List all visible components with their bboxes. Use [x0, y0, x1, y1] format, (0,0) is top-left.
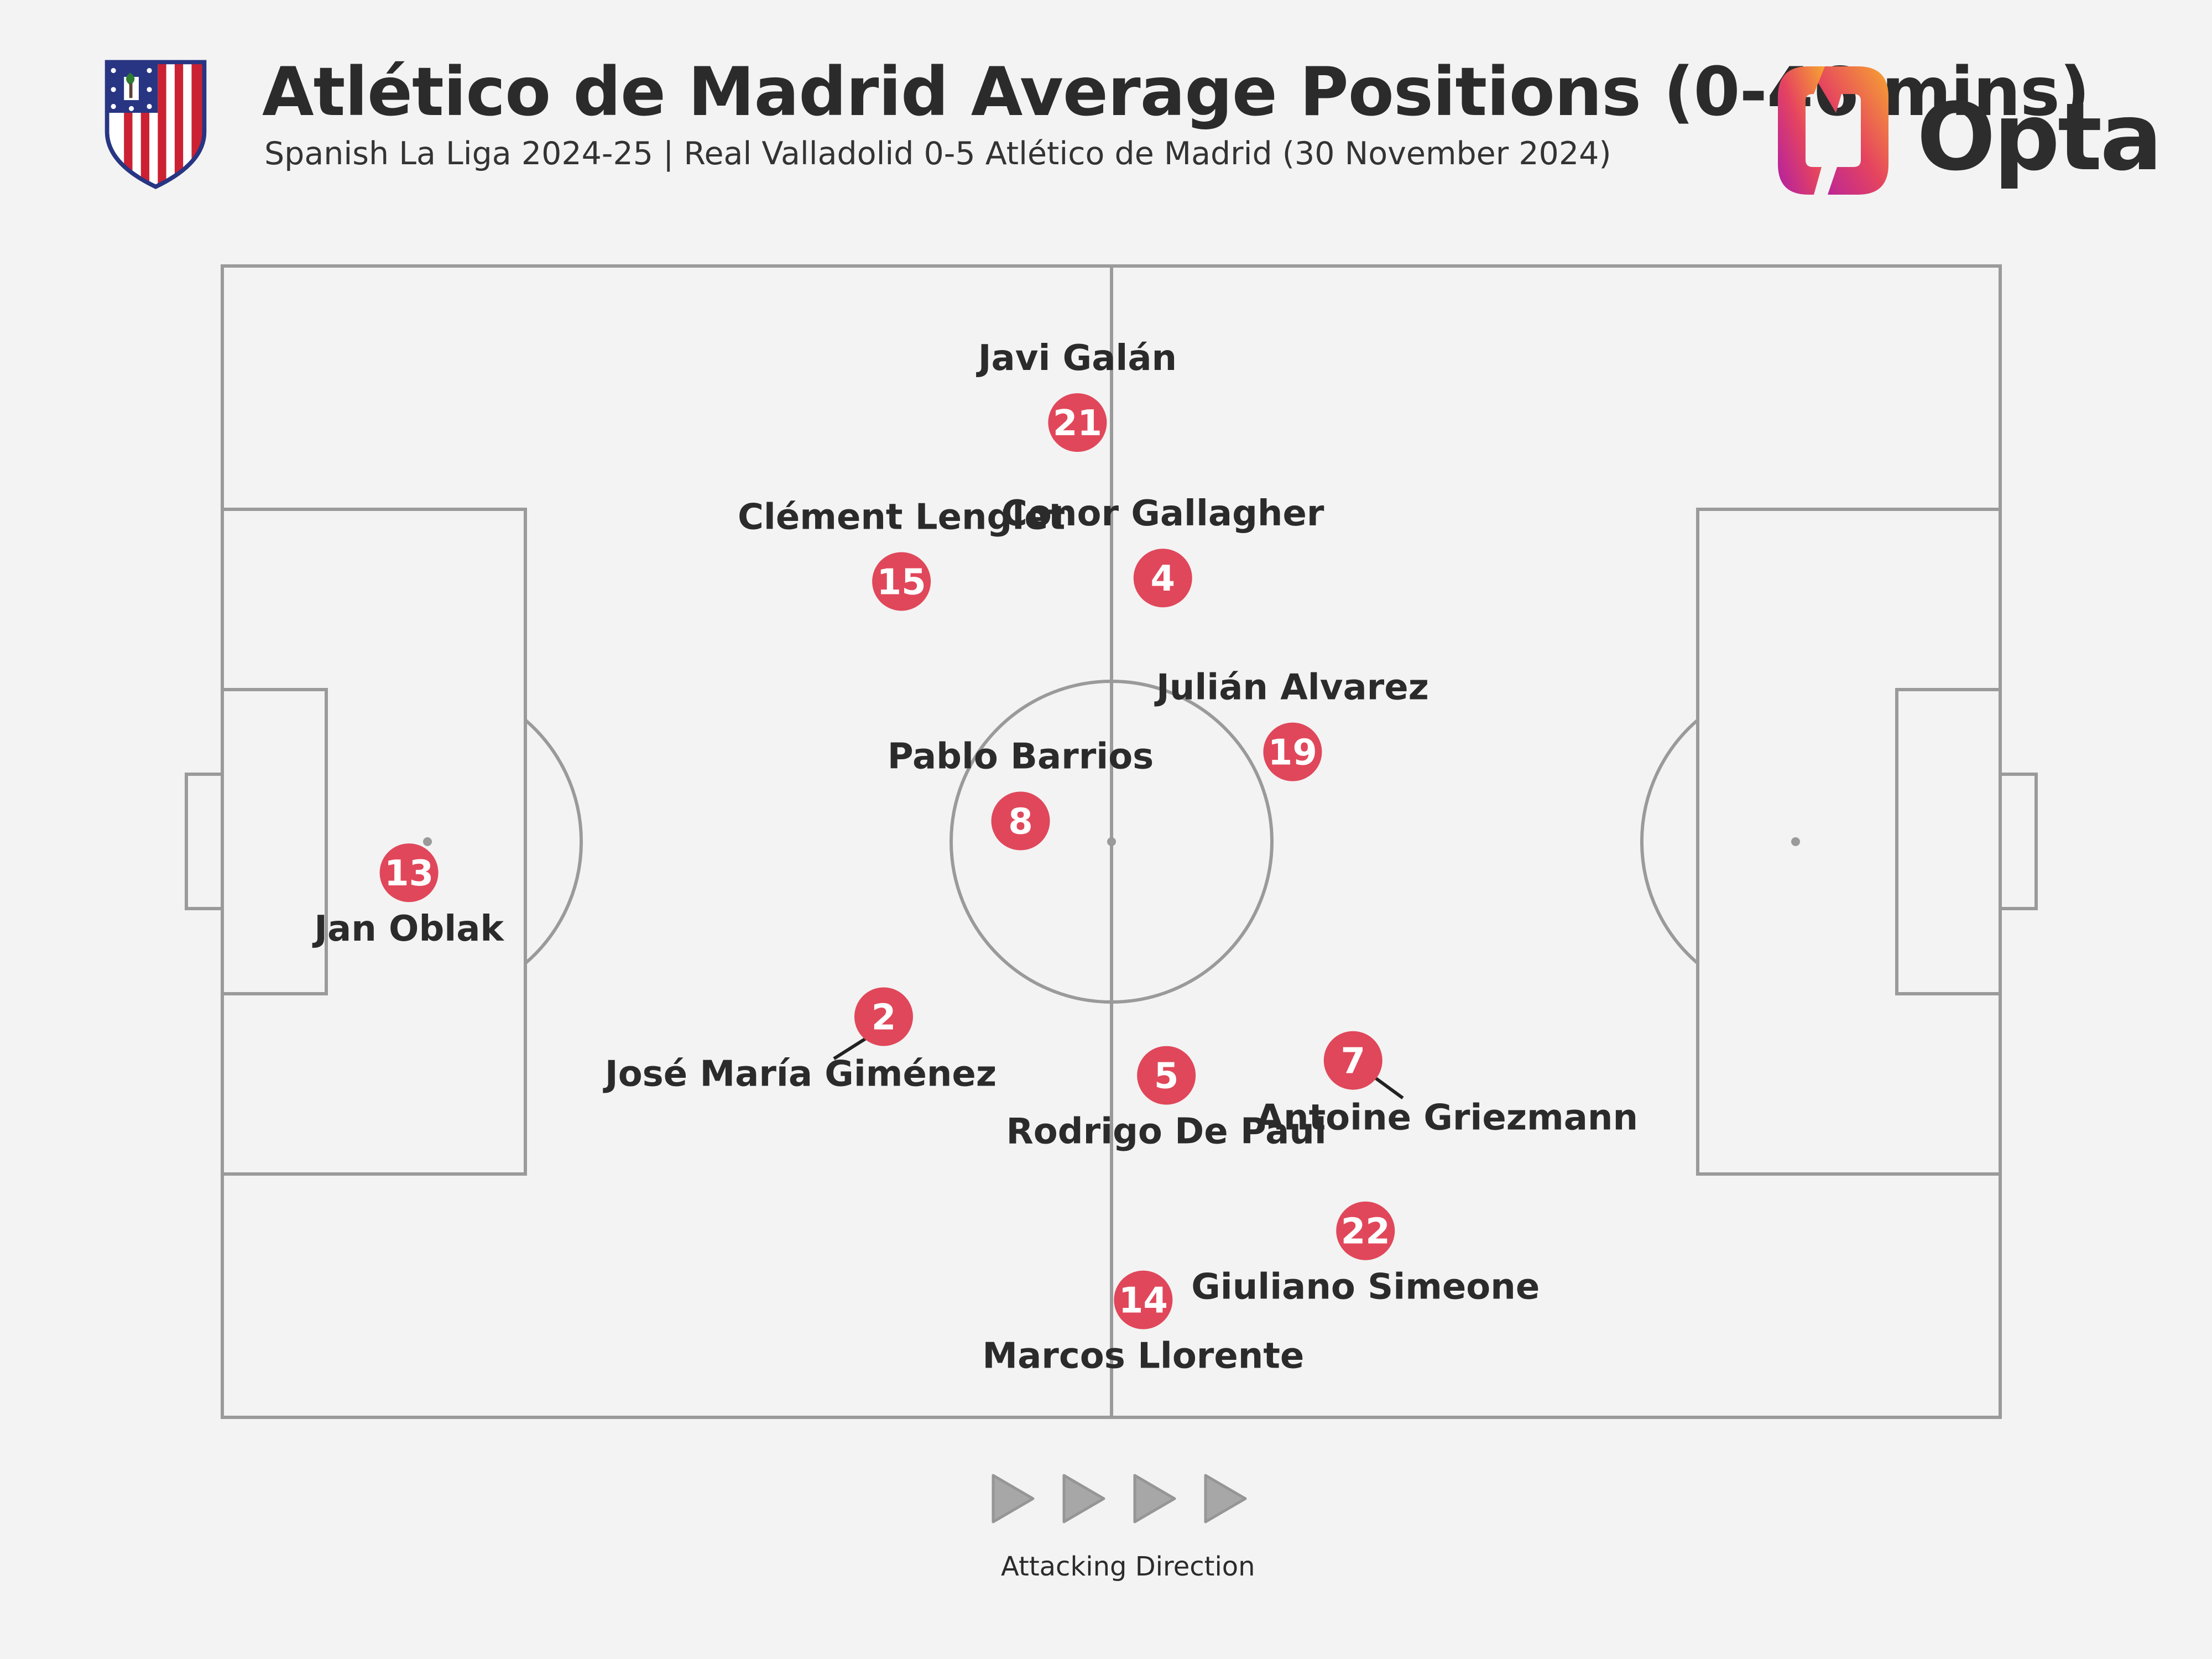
atletico-crest-icon	[105, 60, 207, 189]
player-number: 2	[872, 997, 896, 1038]
right-penalty-arc	[1640, 718, 1699, 965]
player-name: Jan Oblak	[312, 909, 504, 950]
player-marker	[1048, 393, 1107, 452]
page-subtitle: Spanish La Liga 2024-25 | Real Valladoli…	[264, 135, 1611, 172]
player-leader-line	[1373, 1076, 1404, 1100]
player-marker	[1323, 1031, 1383, 1090]
opta-logo-icon	[1778, 66, 1888, 195]
play-triangle-icon	[1133, 1474, 1176, 1524]
player-name: Julián Alvarez	[1154, 667, 1429, 708]
player-marker	[872, 552, 931, 611]
play-triangle-icon	[992, 1474, 1035, 1524]
player-name: Conor Gallagher	[1001, 493, 1324, 534]
right-six-yard-box	[1895, 688, 2002, 995]
player-name: Marcos Llorente	[982, 1336, 1304, 1377]
player-number: 21	[1053, 403, 1102, 444]
left-penalty-spot	[423, 837, 432, 846]
player-marker	[1263, 722, 1322, 781]
player-name: Antoine Griezmann	[1256, 1098, 1638, 1139]
player-leader-line	[833, 1036, 868, 1060]
right-penalty-box	[1696, 508, 2002, 1176]
player-name: José María Giménez	[603, 1053, 997, 1094]
play-triangle-icon	[1204, 1474, 1247, 1524]
player-number: 14	[1119, 1281, 1168, 1322]
player-marker	[991, 791, 1050, 851]
right-goal	[1999, 773, 2038, 910]
attacking-direction-arrows	[992, 1474, 1247, 1524]
player-number: 7	[1340, 1041, 1365, 1082]
player-number: 13	[384, 853, 434, 894]
left-penalty-box	[221, 508, 527, 1176]
player-marker	[1137, 1046, 1196, 1105]
player-number: 22	[1341, 1212, 1390, 1253]
player-markers: 21 Javi Galán 15 Clément Lenglet 4 Conor Gall…	[312, 338, 1638, 1376]
play-triangle-icon	[1062, 1474, 1105, 1524]
right-penalty-spot	[1791, 837, 1800, 846]
centre-circle	[950, 680, 1274, 1004]
player-number: 8	[1008, 802, 1033, 843]
opta-brand-text: Opta	[1917, 83, 2163, 191]
player-number: 15	[877, 562, 926, 603]
player-marker	[854, 987, 913, 1046]
player-number: 5	[1154, 1056, 1179, 1097]
player-marker	[1133, 549, 1192, 608]
player-name: Pablo Barrios	[888, 737, 1154, 778]
player-number: 4	[1150, 559, 1175, 599]
player-name: Javi Galán	[976, 338, 1177, 379]
left-goal	[185, 773, 224, 910]
left-six-yard-box	[221, 688, 328, 995]
player-marker	[1114, 1270, 1173, 1329]
player-name: Giuliano Simeone	[1191, 1267, 1540, 1308]
player-number: 19	[1268, 733, 1317, 774]
attacking-direction-label: Attacking Direction	[1001, 1551, 1255, 1582]
player-marker	[379, 843, 439, 902]
centre-spot	[1107, 837, 1116, 846]
left-penalty-arc	[524, 718, 583, 965]
player-marker	[1336, 1201, 1395, 1260]
player-name: Clément Lenglet	[738, 497, 1065, 538]
player-name: Rodrigo De Paul	[1006, 1112, 1327, 1152]
